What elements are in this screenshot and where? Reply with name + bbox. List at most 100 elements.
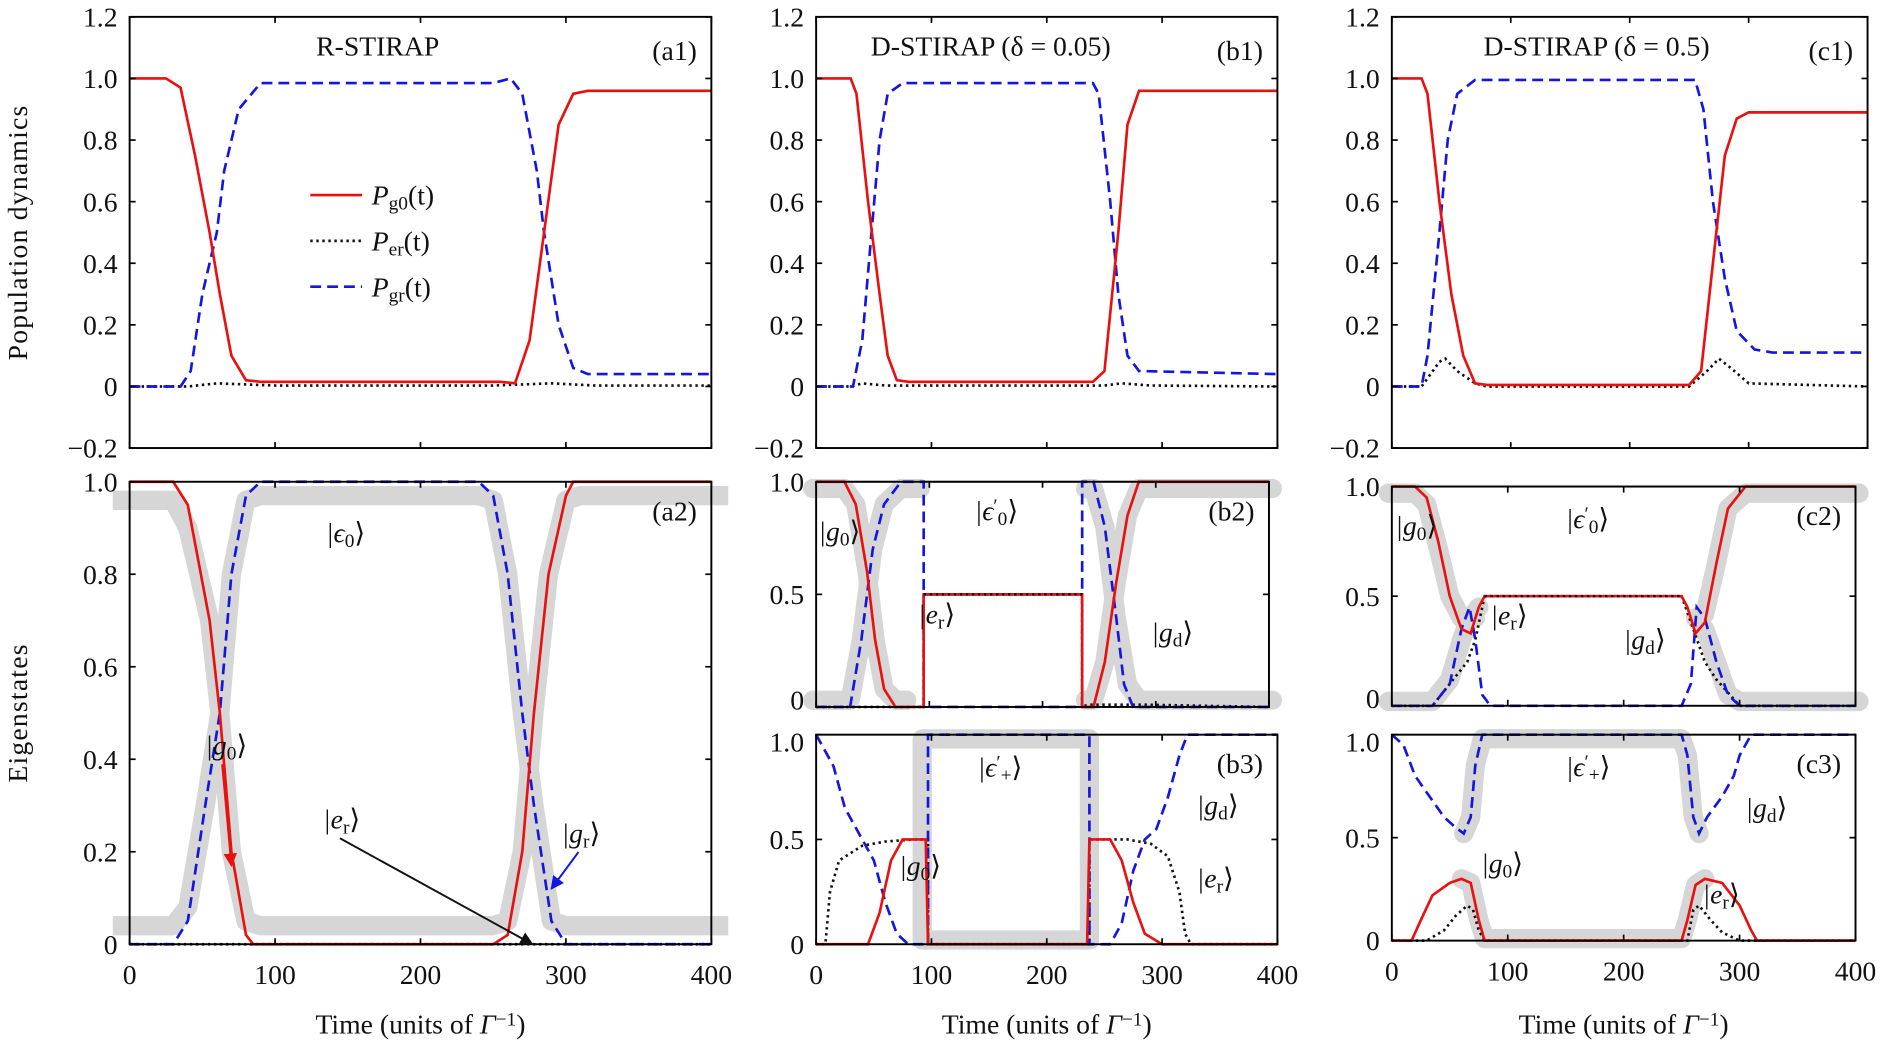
text-part: |g [1151, 617, 1173, 648]
legend-entry: Per(t) [371, 226, 430, 261]
y-tick-label: 1.0 [769, 466, 804, 497]
subscript: 0 [1503, 861, 1513, 882]
text-part: ⟩ [1223, 863, 1234, 894]
x-tick-label: 100 [254, 959, 296, 990]
panel-b3: 0 0.5 1.0 0 100 200 300 400 (b3) Time (units of Γ… [769, 727, 1298, 1040]
x-tick-label: 0 [123, 959, 137, 990]
text-part: ⟩ [1512, 848, 1523, 879]
x-tick-label: 400 [1835, 955, 1877, 986]
state-label: |g0⟩ [899, 850, 941, 885]
superscript: ′ [1584, 505, 1588, 526]
y-tick-label: 0 [790, 684, 804, 715]
text-part: Time (units of [942, 1008, 1106, 1039]
text-part: Γ [1105, 1008, 1123, 1039]
state-label: |g0⟩ [1481, 848, 1523, 883]
text-part: ⟩ [1182, 617, 1193, 648]
subscript: r [343, 817, 350, 838]
text-part: |g [205, 730, 227, 761]
text-part: ⟩ [236, 730, 247, 761]
x-tick-label: 100 [911, 959, 953, 990]
series-line-dotted [816, 382, 1278, 388]
y-tick-label: 0.4 [769, 248, 804, 279]
y-tick-label: 0.8 [83, 125, 118, 156]
x-tick-label: 400 [1257, 959, 1299, 990]
state-label: |er⟩ [1490, 600, 1527, 635]
text-part: (t) [408, 180, 434, 211]
legend-entry: Pg0(t) [371, 180, 434, 215]
x-tick-label: 200 [1603, 955, 1645, 986]
axes-frame [815, 15, 1279, 449]
subscript: r [1217, 876, 1224, 897]
legend-entry: Pgr(t) [371, 271, 431, 306]
x-tick-label: 0 [809, 959, 823, 990]
state-label: |er⟩ [323, 804, 360, 839]
x-axis-label: Time (units of Γ−1) [1519, 1008, 1729, 1039]
subscript: r [938, 612, 945, 633]
text-part: |g [1395, 510, 1417, 541]
state-label: |er⟩ [1197, 863, 1234, 898]
text-part: |g [562, 817, 584, 848]
series-line-dotted [1391, 356, 1868, 388]
superscript: ′ [996, 753, 1000, 774]
text-part: |ϵ [978, 752, 999, 783]
text-part: Time (units of [1519, 1008, 1683, 1039]
y-tick-label: 0 [1366, 371, 1380, 402]
state-label: |er⟩ [1702, 879, 1739, 914]
y-tick-label: −0.2 [67, 433, 117, 464]
subscript: 0 [1417, 524, 1427, 545]
superscript: −1 [1122, 1010, 1143, 1031]
y-tick-label: 1.2 [769, 1, 804, 32]
text-part: ⟩ [1426, 510, 1437, 541]
plot-area [803, 478, 1282, 710]
panel-a1: −0.2 0 0.2 0.4 0.6 0.8 1.0 1.2 (a1) R-STIRAP Popul… [2, 1, 713, 464]
panel-c1: −0.2 0 0.2 0.4 0.6 0.8 1.0 1.2 (c1) D-STIRAP (δ =… [1330, 1, 1869, 464]
y-axis-label: Population dynamics [2, 104, 33, 360]
panel-title: D-STIRAP (δ = 0.05) [871, 30, 1111, 61]
subscript: g0 [389, 193, 408, 214]
subscript: 0 [345, 531, 355, 552]
subscript: r [1722, 892, 1729, 913]
text-part: |g [1624, 624, 1646, 655]
x-tick-label: 0 [1385, 955, 1399, 986]
x-tick-label: 200 [1026, 959, 1068, 990]
superscript: ′ [1584, 752, 1588, 773]
text-part: ) [516, 1008, 525, 1039]
text-part: ⟩ [354, 517, 365, 548]
y-tick-label: 0 [1366, 925, 1380, 956]
text-part: |g [1745, 792, 1767, 823]
annotation-arrow [221, 764, 238, 867]
text-part: Time (units of [316, 1008, 480, 1039]
y-tick-label: 0.2 [769, 309, 804, 340]
y-tick-label: 0 [104, 371, 118, 402]
y-tick-label: 1.0 [1345, 727, 1380, 758]
series-line-dotted [1391, 594, 1856, 708]
state-label: |er⟩ [918, 599, 955, 634]
text-part: |g [1197, 789, 1219, 820]
x-tick-label: 300 [545, 959, 587, 990]
y-tick-label: 0.6 [1345, 186, 1380, 217]
text-part: ) [1719, 1008, 1728, 1039]
series-line-gray [1685, 608, 1869, 712]
series-line-gray [1451, 869, 1715, 949]
text-part: ⟩ [1598, 503, 1609, 534]
subscript: + [1589, 765, 1600, 786]
superscript: ′ [993, 496, 997, 517]
text-part: |e [323, 804, 343, 835]
y-tick-label: 0.4 [83, 744, 118, 775]
text-part: ⟩ [944, 599, 955, 630]
text-part: ⟩ [930, 850, 941, 881]
state-label: |gd⟩ [1197, 789, 1239, 824]
plot-area [814, 729, 1278, 950]
y-tick-label: 0 [790, 929, 804, 960]
subscript: d [1767, 806, 1777, 827]
superscript: −1 [1699, 1010, 1720, 1031]
text-part: ⟩ [850, 515, 861, 546]
y-tick-label: 0.4 [1345, 248, 1380, 279]
text-part: P [371, 271, 389, 302]
subscript: r [1510, 613, 1517, 634]
text-part: |e [1490, 600, 1510, 631]
text-part: ⟩ [349, 804, 360, 835]
y-tick-label: 0.8 [83, 559, 118, 590]
series-line-blue [1391, 78, 1868, 388]
